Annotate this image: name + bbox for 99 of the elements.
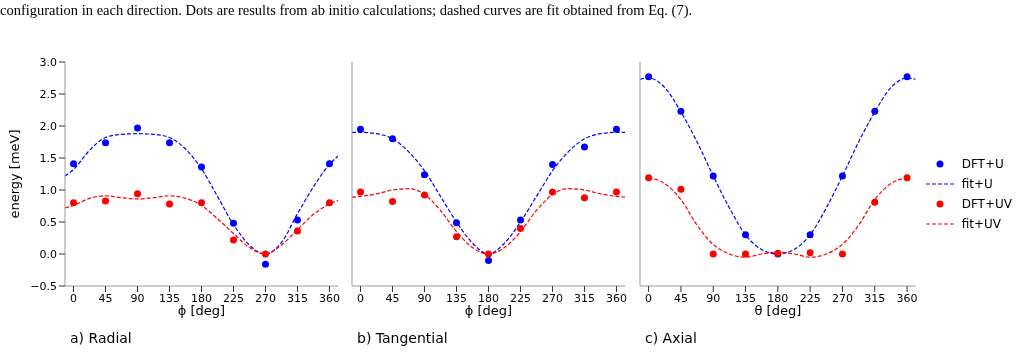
x-tick-label: 45 — [673, 291, 688, 305]
x-tick-label: 315 — [573, 291, 595, 305]
point — [806, 231, 814, 239]
legend-label: DFT+U — [961, 156, 1004, 173]
legend-label: fit+UV — [961, 216, 1001, 233]
x-tick-label: 270 — [254, 291, 276, 305]
point — [421, 191, 429, 199]
legend-label: fit+U — [961, 176, 993, 193]
point — [742, 250, 750, 258]
point — [580, 143, 588, 151]
point — [903, 73, 911, 81]
x-tick-label: 270 — [831, 291, 853, 305]
point — [134, 190, 142, 198]
x-tick-label: 225 — [509, 291, 531, 305]
point — [709, 250, 717, 258]
point — [903, 174, 911, 182]
x-tick-label: 135 — [446, 291, 468, 305]
point — [677, 185, 685, 193]
point — [261, 260, 269, 268]
point — [580, 194, 588, 202]
x-axis-title: ϕ [deg] — [464, 302, 513, 318]
x-tick-label: 180 — [478, 291, 499, 305]
point — [548, 188, 556, 196]
y-tick-label: −0.5 — [30, 279, 57, 293]
x-tick-label: 90 — [417, 291, 432, 305]
point — [198, 199, 205, 207]
point — [421, 171, 429, 179]
point — [485, 256, 492, 264]
point — [838, 172, 846, 180]
point — [166, 139, 174, 147]
text: b) Tangential — [357, 330, 448, 346]
point — [516, 216, 524, 224]
point — [293, 216, 301, 224]
point — [357, 188, 365, 196]
point — [453, 219, 461, 227]
point — [453, 233, 461, 241]
x-tick-label: 225 — [222, 291, 244, 305]
x-tick-label: 180 — [191, 291, 212, 305]
point — [293, 227, 301, 235]
point — [871, 198, 879, 206]
point — [871, 107, 879, 115]
x-tick-label: 90 — [706, 291, 721, 305]
point — [612, 188, 620, 196]
x-tick-label: 180 — [767, 291, 789, 305]
point — [229, 236, 237, 244]
x-tick-label: 360 — [896, 291, 918, 305]
point — [742, 231, 750, 239]
point — [261, 250, 269, 258]
x-tick-label: 0 — [70, 291, 78, 305]
x-axis-title: ϕ [deg] — [177, 302, 226, 318]
point — [516, 224, 524, 232]
text: a) Radial — [70, 330, 132, 346]
point — [806, 249, 814, 257]
y-tick-label: 0.5 — [39, 215, 57, 229]
point — [357, 125, 365, 133]
x-tick-label: 90 — [130, 291, 145, 305]
point — [325, 160, 333, 168]
point — [102, 139, 110, 147]
point — [709, 172, 717, 180]
point — [229, 219, 237, 227]
y-axis-title: energy [meV] — [6, 129, 22, 219]
point — [166, 200, 174, 208]
x-tick-label: 315 — [864, 291, 886, 305]
point — [70, 199, 78, 207]
point — [612, 125, 620, 133]
x-axis-title: θ [deg] — [754, 302, 802, 318]
x-tick-label: 135 — [735, 291, 757, 305]
x-tick-label: 360 — [605, 291, 627, 305]
y-tick-label: 2.5 — [39, 87, 57, 101]
y-tick-label: 2.0 — [39, 119, 57, 133]
point — [548, 160, 556, 168]
legend-label: DFT+UV — [961, 196, 1012, 213]
x-tick-label: 270 — [541, 291, 563, 305]
x-tick-label: 315 — [286, 291, 308, 305]
y-tick-label: 1.5 — [39, 151, 57, 165]
y-tick-label: 3.0 — [39, 55, 57, 69]
point — [134, 124, 142, 132]
y-tick-label: 0.0 — [39, 247, 57, 261]
y-tick-label: 1.0 — [39, 183, 57, 197]
x-tick-label: 135 — [159, 291, 181, 305]
point — [645, 73, 653, 81]
point — [485, 250, 492, 258]
point — [389, 135, 397, 143]
point — [389, 198, 397, 206]
point — [325, 199, 333, 207]
x-tick-label: 225 — [799, 291, 821, 305]
point — [70, 160, 78, 168]
point — [677, 107, 685, 115]
x-tick-label: 45 — [98, 291, 113, 305]
x-tick-label: 0 — [357, 291, 365, 305]
text: configuration in each direction. Dots are results from ab initio calculations; dashed curves are fit obtained from Eq. (7). — [0, 2, 693, 19]
x-tick-label: 0 — [645, 291, 653, 305]
text: c) Axial — [645, 330, 697, 346]
point — [838, 250, 846, 258]
point — [198, 163, 205, 171]
point — [645, 174, 653, 182]
point — [102, 197, 110, 205]
x-tick-label: 45 — [385, 291, 400, 305]
x-tick-label: 360 — [318, 291, 340, 305]
